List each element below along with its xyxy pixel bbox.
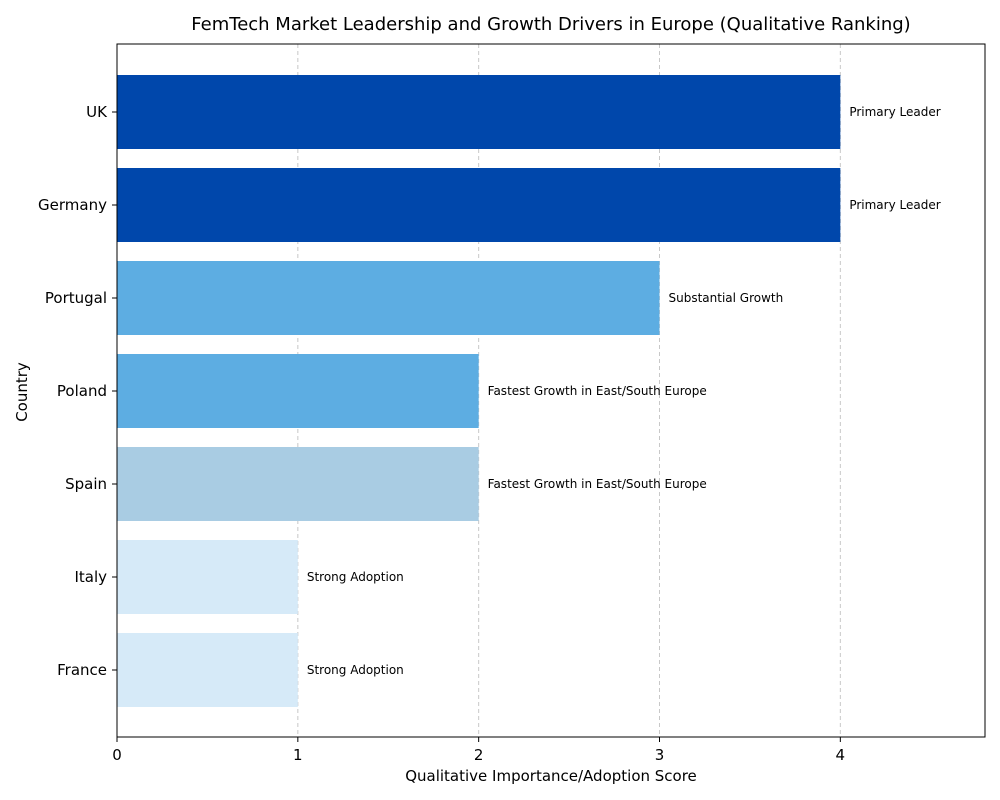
data-label: Strong Adoption bbox=[307, 570, 404, 584]
bars bbox=[117, 75, 841, 707]
x-tick-label: 3 bbox=[655, 746, 665, 764]
category-label: Portugal bbox=[45, 289, 107, 307]
bar-uk bbox=[117, 75, 841, 149]
bar-spain bbox=[117, 447, 479, 521]
category-label: Spain bbox=[65, 475, 107, 493]
x-tick-label: 0 bbox=[112, 746, 122, 764]
data-label: Strong Adoption bbox=[307, 663, 404, 677]
chart-title: FemTech Market Leadership and Growth Dri… bbox=[191, 14, 910, 35]
category-label: Italy bbox=[74, 568, 107, 586]
bar-germany bbox=[117, 168, 841, 242]
category-label: UK bbox=[86, 103, 108, 121]
category-label: Poland bbox=[57, 382, 107, 400]
x-axis-label: Qualitative Importance/Adoption Score bbox=[405, 767, 697, 785]
category-label: France bbox=[57, 661, 107, 679]
bar-italy bbox=[117, 540, 298, 614]
data-label: Fastest Growth in East/South Europe bbox=[488, 384, 707, 398]
bar-portugal bbox=[117, 261, 660, 335]
data-label: Substantial Growth bbox=[669, 291, 784, 305]
data-label: Primary Leader bbox=[849, 105, 940, 119]
x-axis-ticks: 0 1 2 3 4 bbox=[112, 737, 845, 764]
bar-poland bbox=[117, 354, 479, 428]
category-label: Germany bbox=[38, 196, 107, 214]
x-tick-label: 4 bbox=[836, 746, 846, 764]
bar-france bbox=[117, 633, 298, 707]
x-tick-label: 2 bbox=[474, 746, 484, 764]
y-axis-label: Country bbox=[13, 362, 31, 422]
data-labels: Primary Leader Primary Leader Substantial … bbox=[307, 105, 941, 677]
data-label: Primary Leader bbox=[849, 198, 940, 212]
y-axis-categories: UK Germany Portugal Poland Spain Italy France bbox=[38, 103, 117, 679]
x-tick-label: 1 bbox=[293, 746, 303, 764]
data-label: Fastest Growth in East/South Europe bbox=[488, 477, 707, 491]
